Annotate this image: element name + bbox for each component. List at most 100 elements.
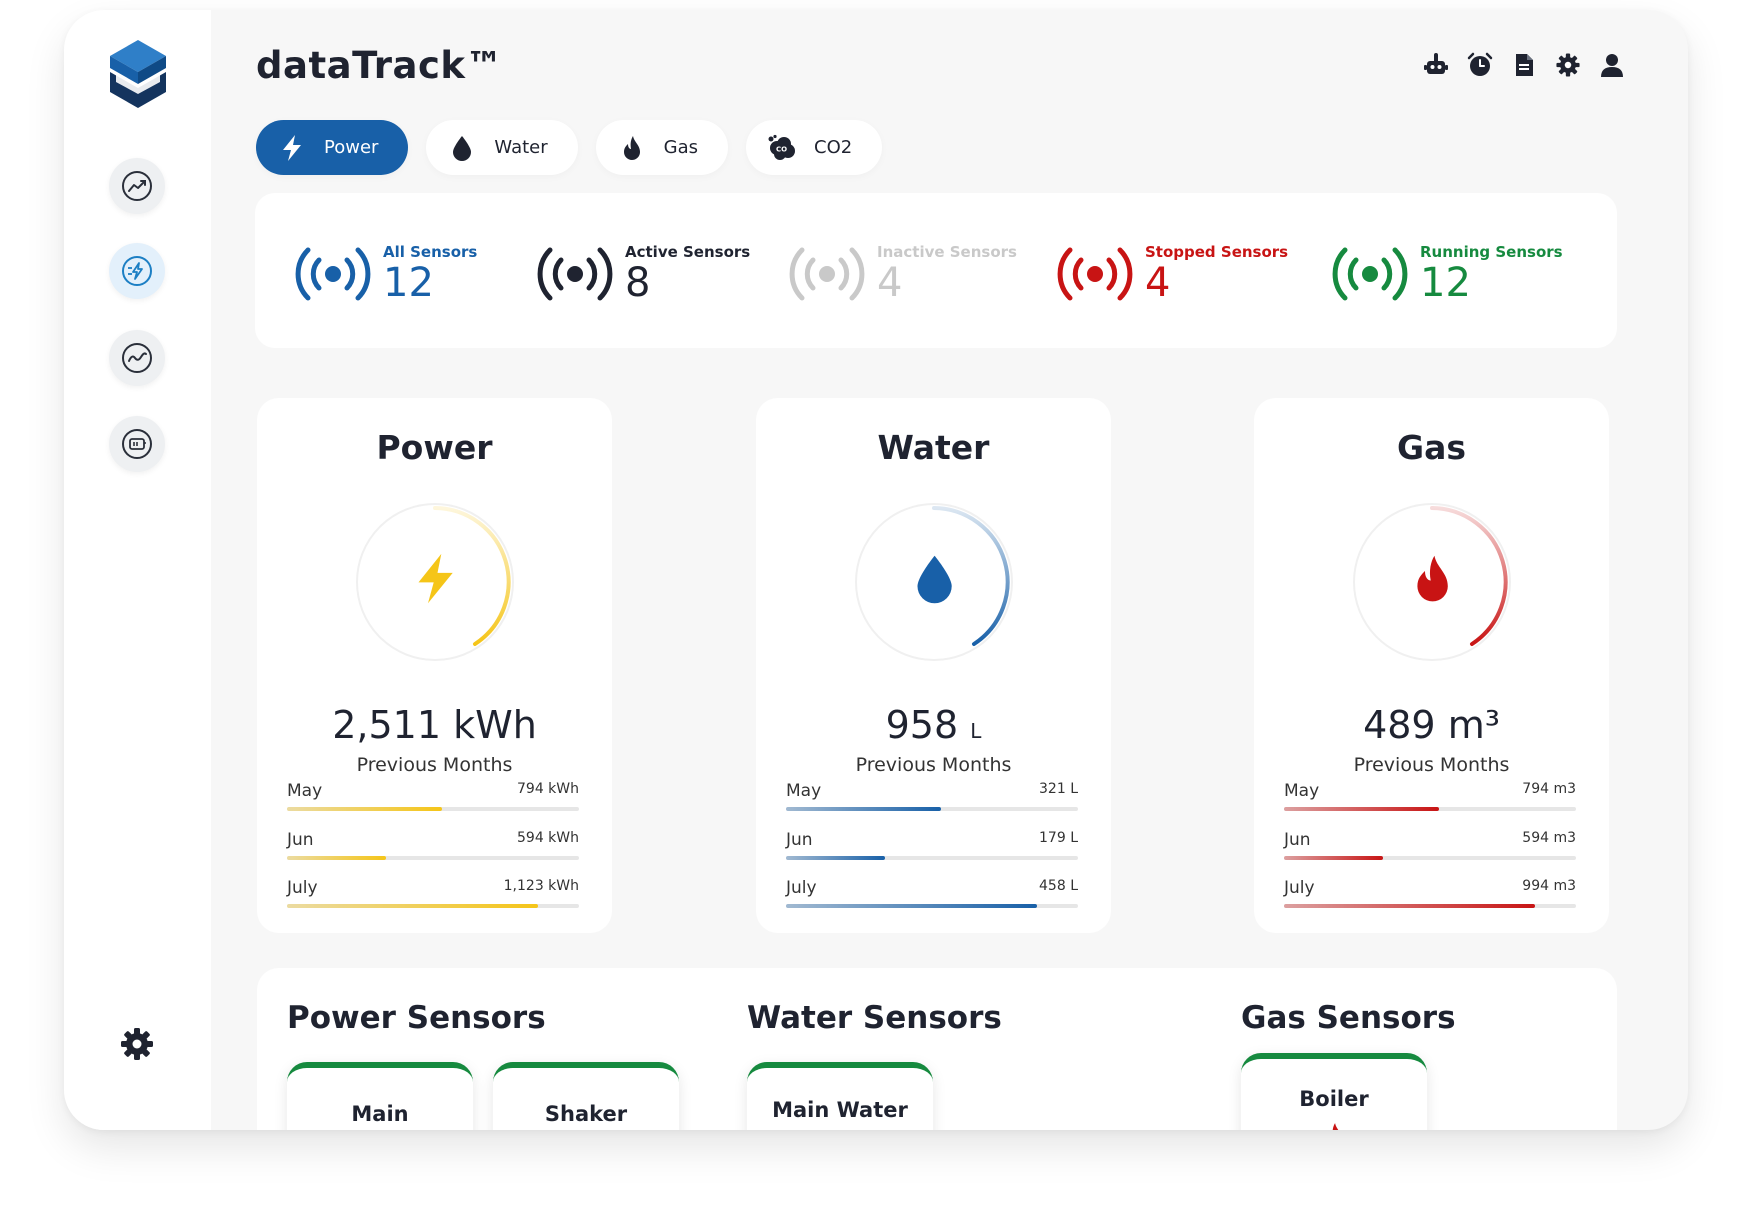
section-title-water-sensors: Water Sensors [747, 1000, 1002, 1036]
sensor-summary-item[interactable]: Inactive Sensors 4 [789, 243, 1017, 305]
resource-tabs: Power Water Gas [256, 120, 883, 175]
sensor-summary-text: Active Sensors 8 [625, 243, 750, 305]
broadcast-signal-icon [537, 247, 613, 301]
flame-icon [1332, 1123, 1339, 1130]
month-value: 794 kWh [517, 781, 579, 797]
sensor-card-main-water[interactable]: Main Water [747, 1062, 933, 1130]
meter-caption: Previous Months [356, 754, 513, 776]
meter-icon [122, 429, 152, 459]
bolt-icon [283, 134, 301, 161]
sidebar-item-meters[interactable] [109, 416, 165, 472]
alarm-clock-icon[interactable] [1467, 52, 1493, 78]
meter-card-gas[interactable]: Gas 489 m³ Previous Months May 794 m3 Jun 594 … [1254, 398, 1609, 933]
sensor-summary-count: 4 [1145, 260, 1171, 306]
sensor-summary-label: Running Sensors [1420, 243, 1563, 261]
meter-gauge [356, 503, 514, 661]
header-toolbar [1423, 52, 1625, 78]
month-value: 179 L [1039, 830, 1078, 846]
svg-text:CO: CO [776, 145, 787, 153]
sensor-summary-item[interactable]: All Sensors 12 [295, 243, 477, 305]
trend-wave-icon [122, 343, 152, 373]
meter-card-water[interactable]: Water 958 L Previous Months May 321 L Jun 179 … [756, 398, 1111, 933]
month-label: May [287, 781, 323, 801]
trend-up-icon [122, 171, 152, 201]
meter-gauge [1353, 503, 1511, 661]
sidebar-item-trends[interactable] [109, 330, 165, 386]
sensor-summary-count: 12 [1420, 260, 1471, 306]
month-label: Jun [786, 830, 813, 850]
sensor-card-main[interactable]: Main [287, 1062, 473, 1130]
meter-unit: kWh [453, 703, 537, 747]
sensor-summary-text: Running Sensors 12 [1420, 243, 1563, 305]
month-label: Jun [1284, 830, 1311, 850]
month-bar-track [1284, 807, 1576, 811]
robot-icon[interactable] [1423, 52, 1449, 78]
meter-card-power[interactable]: Power 2,511 kWh Previous Months May 794 kWh J… [257, 398, 612, 933]
month-label: July [287, 878, 318, 898]
gear-icon[interactable] [1555, 52, 1581, 78]
sensor-name: Boiler [1299, 1087, 1369, 1111]
sensor-summary-text: All Sensors 12 [383, 243, 477, 305]
user-icon[interactable] [1599, 52, 1625, 78]
settings-gear-icon[interactable] [119, 1026, 155, 1062]
sensor-summary-count: 4 [877, 260, 903, 306]
broadcast-signal-icon [295, 247, 371, 301]
month-label: Jun [287, 830, 314, 850]
meter-title: Power [376, 428, 493, 467]
month-bar-track [786, 856, 1078, 860]
sensor-summary-label: Stopped Sensors [1145, 243, 1289, 261]
sensor-summary-label: Active Sensors [625, 243, 751, 261]
meter-total: 958 L [756, 703, 1111, 747]
month-bar-fill [287, 856, 387, 860]
bolt-icon [418, 553, 453, 604]
month-label: July [786, 878, 817, 898]
tab-water[interactable]: Water [426, 120, 578, 175]
sidebar-item-energy[interactable] [109, 243, 165, 299]
sensor-summary-label: All Sensors [383, 243, 478, 261]
tab-label: Power [324, 137, 379, 158]
flame-icon [623, 135, 640, 160]
sensor-summary-item[interactable]: Running Sensors 12 [1332, 243, 1563, 305]
month-bar-track [786, 904, 1078, 908]
app-title: dataTrack™ [256, 44, 504, 87]
month-bar-fill [287, 904, 539, 908]
tab-label: Water [494, 137, 548, 158]
month-bar-fill [1284, 904, 1536, 908]
meter-gauge [855, 503, 1013, 661]
month-value: 594 m3 [1522, 830, 1576, 846]
month-value: 1,123 kWh [503, 878, 579, 894]
sensor-summary-label: Inactive Sensors [877, 243, 1017, 261]
sensor-summary-panel: All Sensors 12 Active Sensors 8 Inactive Sen… [255, 193, 1617, 348]
sensor-name: Main Water [772, 1098, 908, 1122]
sensor-card-boiler[interactable]: Boiler [1241, 1053, 1427, 1130]
sensors-panel: Power Sensors Water Sensors Gas Sensors … [257, 968, 1617, 1130]
month-bar-fill [786, 807, 941, 811]
datatrack-logo[interactable] [106, 38, 170, 110]
meter-total: 2,511 kWh [257, 703, 612, 747]
sensor-summary-item[interactable]: Stopped Sensors 4 [1057, 243, 1288, 305]
broadcast-signal-icon [1332, 247, 1408, 301]
sensor-card-shaker[interactable]: Shaker [493, 1062, 679, 1130]
drop-icon [453, 135, 472, 161]
document-icon[interactable] [1511, 52, 1537, 78]
meter-unit: m³ [1447, 703, 1500, 747]
sensor-summary-item[interactable]: Active Sensors 8 [537, 243, 750, 305]
energy-icon [122, 256, 152, 286]
flame-icon [1417, 555, 1448, 602]
month-bar-track [287, 904, 579, 908]
month-label: May [786, 781, 822, 801]
sidebar-item-analytics[interactable] [109, 158, 165, 214]
meter-title: Gas [1397, 428, 1466, 467]
meter-caption: Previous Months [1353, 754, 1510, 776]
month-value: 458 L [1039, 878, 1078, 894]
month-bar-track [287, 856, 579, 860]
tab-co2[interactable]: CO CO2 [746, 120, 883, 175]
tab-power[interactable]: Power [256, 120, 409, 175]
broadcast-signal-icon [789, 247, 865, 301]
tab-gas[interactable]: Gas [595, 120, 728, 175]
month-value: 994 m3 [1522, 878, 1576, 894]
month-value: 321 L [1039, 781, 1078, 797]
meter-value: 958 [885, 703, 959, 747]
sensor-name: Main [351, 1102, 409, 1126]
month-bar-track [786, 807, 1078, 811]
